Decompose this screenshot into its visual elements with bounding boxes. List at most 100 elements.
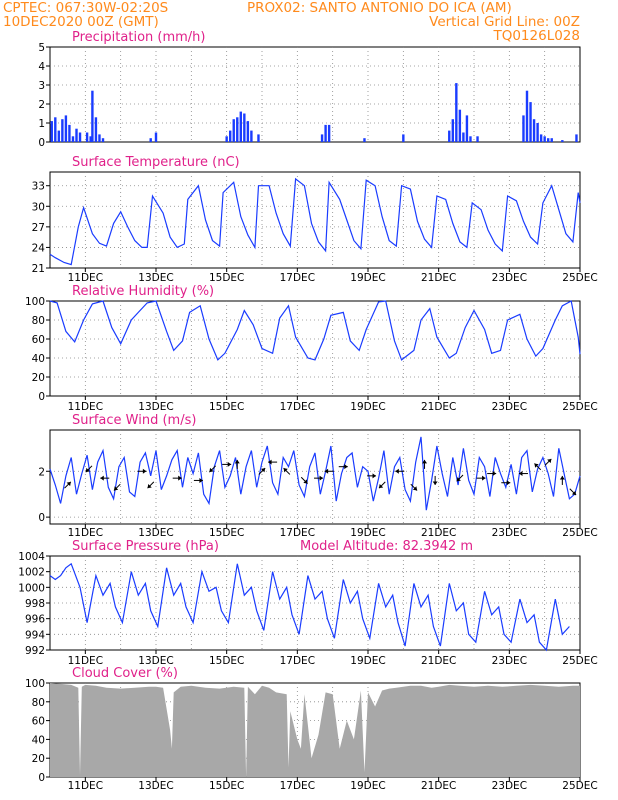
precip-bar [465,115,469,142]
ytick-label-temp: 33 [32,181,45,193]
ytick-label-pressure: 1000 [18,582,45,594]
title-pressure: Surface Pressure (hPa) [72,539,219,554]
ytick-label-wind: 2 [38,466,45,478]
title-precip: Precipitation (mm/h) [72,30,205,45]
header-station-coords: CPTEC: 067:30W-02:20S [3,0,169,16]
panel-rh: 0 20 40 60 80 100 Relative Humidity (%) 11DEC 13… [25,284,598,413]
ytick-label-precip: 3 [38,80,45,92]
precip-bar [229,130,232,142]
wind-arrow [324,468,334,474]
xtick-label-wind: 15DEC [209,527,244,539]
precip-bar [529,102,532,142]
precip-bar [61,119,64,142]
title-temp: Surface Temperature (nC) [72,155,240,170]
precip-bar [236,117,239,142]
precip-bar [547,138,550,142]
precip-bar [54,117,57,142]
series-line-rh [49,300,581,361]
wind-arrow [258,467,266,475]
ytick-label-precip: 0 [38,137,45,149]
precip-bar [89,136,92,142]
precip-bar [320,134,324,142]
xtick-label-rh: 25DEC [562,401,597,413]
precip-bar [522,115,525,142]
precip-bar [50,121,53,142]
precip-bar [363,138,366,142]
ytick-label-temp: 27 [32,222,45,234]
wind-arrow [268,459,278,465]
precip-bar [532,119,536,142]
wind-arrow [314,475,324,481]
ytick-label-cloud: 0 [38,772,45,784]
wind-arrow [395,468,405,474]
xtick-label-cloud: 21DEC [421,780,456,792]
xtick-label-wind: 25DEC [562,527,597,539]
wind-arrow [113,483,121,491]
wind-arrow [410,483,418,491]
xtick-label-wind: 21DEC [421,527,456,539]
wind-arrow [100,475,110,481]
wind-arrow [378,481,386,489]
panel-cloud: 0 20 40 60 80 100 Cloud Cover (%) 11DEC 13DEC 15D… [25,666,598,792]
precip-bar [539,134,543,142]
ytick-label-temp: 24 [32,242,46,254]
precip-bar [68,124,71,142]
precip-bar [324,124,327,142]
precip-bar [525,90,529,142]
precip-bar [402,134,405,142]
panel-precip: 0 1 2 3 4 5 Precipitation (mm/h) [38,30,581,149]
wind-arrow [534,463,542,471]
header-run-date: 10DEC2020 00Z (GMT) [3,14,159,30]
ytick-label-cloud: 20 [32,753,45,765]
wind-arrow [367,473,377,479]
ytick-label-precip: 5 [38,42,45,54]
precip-bar [154,132,158,142]
xtick-label-wind: 17DEC [280,527,315,539]
xtick-label-cloud: 25DEC [562,780,597,792]
xtick-label-wind: 11DEC [68,527,103,539]
xtick-label-temp: 23DEC [492,272,527,284]
precip-bar [239,111,242,142]
precip-bar [462,132,465,142]
xtick-label-temp: 25DEC [562,272,597,284]
frame-wind [49,429,581,525]
xtick-label-pressure: 21DEC [421,655,456,667]
precip-bar [98,134,101,142]
xtick-label-wind: 19DEC [350,527,385,539]
xtick-label-rh: 19DEC [350,401,385,413]
ytick-label-rh: 40 [32,353,45,365]
precip-bar [246,121,250,142]
ytick-label-rh: 80 [32,315,45,327]
series-line-temp [49,177,581,266]
xtick-label-pressure: 11DEC [68,655,103,667]
ytick-label-pressure: 992 [25,645,45,657]
cloud-area [50,683,580,777]
wind-arrow [137,468,147,474]
ytick-label-precip: 4 [38,61,45,73]
wind-arrow [501,480,511,486]
xtick-label-rh: 17DEC [280,401,315,413]
panel-wind: 0 2 Surface Wind (m/s) 11DEC 13DEC 15DEC 17DEC… [38,413,597,539]
precip-bar [250,130,253,142]
wind-arrow [476,475,486,481]
series-line-pressure [49,562,570,652]
annotation-pressure: Model Altitude: 82.3942 m [300,539,473,554]
ytick-label-precip: 1 [38,118,45,130]
wind-arrow [569,488,577,496]
wind-arrow [193,477,203,483]
precip-bar [455,83,458,142]
wind-arrow [559,475,565,485]
xtick-label-temp: 17DEC [280,272,315,284]
xtick-label-cloud: 17DEC [280,780,315,792]
panel-pressure: 992 994 996 998 1000 1002 1004 Surface Pressure… [18,539,597,667]
title-cloud: Cloud Cover (%) [72,666,178,681]
xtick-label-pressure: 15DEC [209,655,244,667]
xtick-label-rh: 11DEC [68,401,103,413]
ytick-label-pressure: 994 [25,629,45,641]
wind-arrow [172,475,182,481]
wind-arrow [234,459,240,469]
precip-bar [101,138,105,142]
precip-bar [448,130,451,142]
header-grid-line-note: Vertical Grid Line: 00Z [429,14,580,30]
